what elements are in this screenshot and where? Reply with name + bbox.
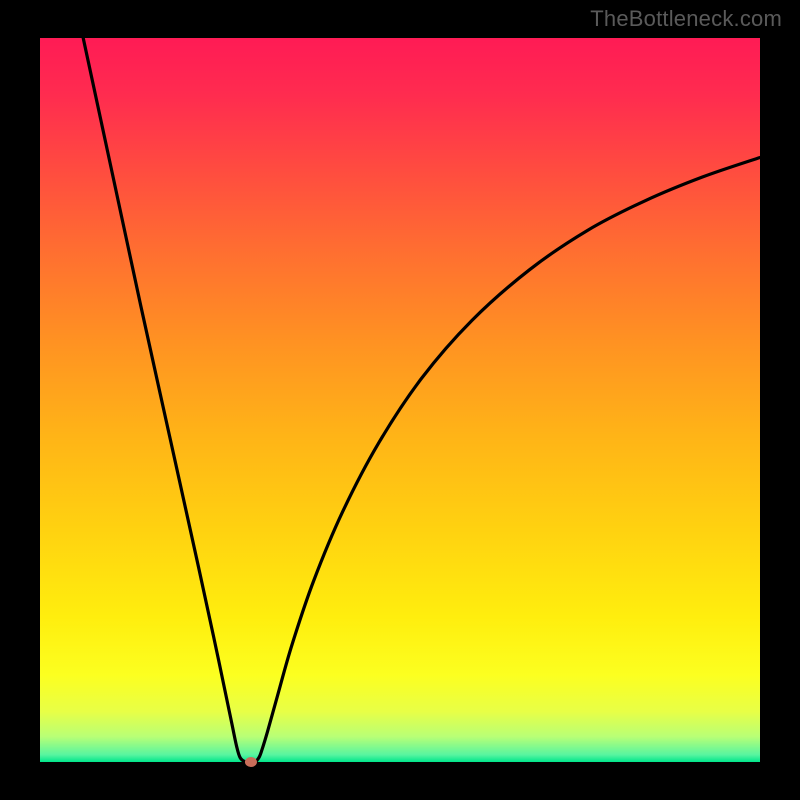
- bottleneck-chart: TheBottleneck.com: [0, 0, 800, 800]
- watermark-text: TheBottleneck.com: [590, 6, 782, 32]
- gradient-curve-plot: [0, 0, 800, 800]
- plot-background: [40, 38, 760, 762]
- optimum-marker: [245, 757, 257, 767]
